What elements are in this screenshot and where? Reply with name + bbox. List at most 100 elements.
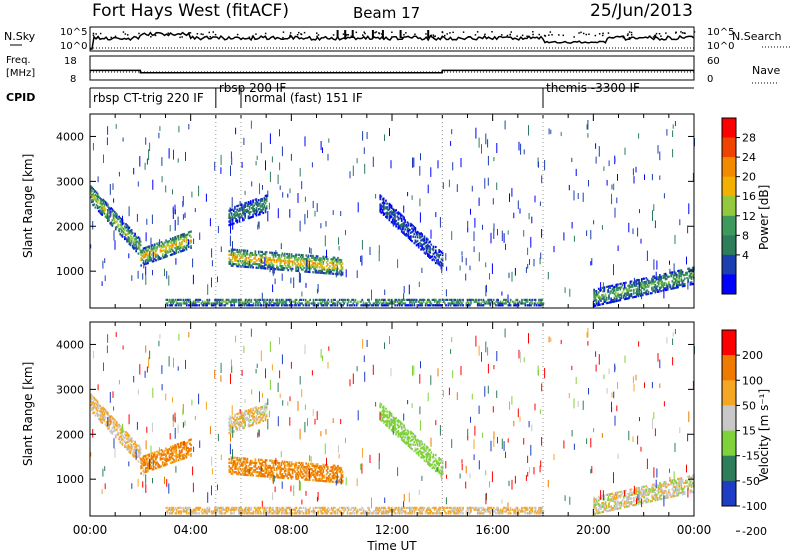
- nsky-point: [653, 35, 656, 37]
- power-cell: [182, 245, 184, 249]
- nsky-point: [378, 32, 381, 35]
- power-cell: [369, 302, 371, 305]
- velocity-cell: [147, 468, 149, 471]
- velocity-cell: [174, 445, 176, 449]
- velocity-cell: [91, 403, 93, 406]
- power-cell: [538, 304, 540, 307]
- power-cell: [599, 296, 601, 299]
- velocity-cell: [102, 406, 105, 409]
- power-cell: [243, 213, 245, 216]
- power-cell: [672, 281, 675, 284]
- power-cell: [636, 289, 639, 293]
- velocity-cell: [338, 466, 340, 469]
- power-cell: [605, 298, 608, 301]
- power-cell: [172, 298, 174, 301]
- power-cell: [129, 244, 132, 247]
- power-cell: [307, 254, 310, 257]
- power-cell: [126, 229, 128, 232]
- power-cell: [332, 302, 334, 305]
- power-cell: [420, 302, 422, 305]
- power-speckle: [501, 230, 503, 241]
- power-speckle: [541, 229, 543, 238]
- power-cell: [242, 260, 244, 263]
- power-cell: [282, 267, 285, 270]
- velocity-cell: [257, 471, 260, 474]
- power-cell: [128, 241, 131, 244]
- power-cell: [307, 270, 310, 273]
- power-cell: [368, 298, 370, 301]
- power-cell: [264, 202, 267, 205]
- velocity-cell: [111, 432, 114, 435]
- velocity-cell: [229, 431, 232, 434]
- power-speckle: [459, 265, 461, 271]
- velocity-cell: [314, 473, 317, 477]
- velocity-cell: [422, 456, 425, 459]
- power-cell: [311, 265, 313, 268]
- power-cell: [277, 302, 280, 305]
- power-cell: [332, 304, 334, 307]
- velocity-cell: [96, 415, 99, 418]
- velocity-cell: [268, 464, 270, 467]
- power-cell: [294, 298, 297, 301]
- power-cell: [147, 256, 149, 259]
- power-cell: [429, 256, 431, 259]
- power-cell: [688, 269, 691, 272]
- power-speckle: [136, 213, 138, 222]
- power-cell: [250, 300, 253, 303]
- velocity-cell: [168, 453, 171, 456]
- velocity-cell: [405, 442, 408, 445]
- power-cell: [191, 304, 194, 307]
- power-cell: [427, 254, 429, 257]
- power-cell: [284, 304, 287, 307]
- velocity-cell: [294, 466, 296, 470]
- velocity-cell: [420, 456, 422, 459]
- velocity-cell: [386, 415, 388, 419]
- power-cell: [603, 288, 606, 291]
- power-cell: [534, 302, 537, 305]
- power-cell: [676, 275, 678, 278]
- power-cell: [325, 304, 327, 307]
- power-cell: [214, 298, 216, 301]
- nsky-point: [289, 34, 291, 36]
- power-cell: [617, 299, 619, 302]
- velocity-cell: [102, 413, 105, 417]
- power-cell: [135, 235, 137, 238]
- power-cell: [616, 296, 618, 299]
- power-cell: [320, 259, 322, 262]
- velocity-cell: [243, 457, 245, 460]
- velocity-cell: [296, 477, 299, 480]
- velocity-cell: [430, 464, 433, 467]
- power-cell: [659, 288, 661, 291]
- power-cell: [250, 298, 253, 301]
- velocity-cell: [259, 419, 261, 422]
- power-cell: [261, 254, 263, 257]
- nsky-point: [425, 33, 427, 35]
- colorbar-swatch: [722, 215, 736, 236]
- power-speckle: [687, 280, 689, 290]
- power-cell: [312, 263, 314, 267]
- power-cell: [509, 298, 512, 301]
- velocity-cell: [243, 459, 245, 462]
- velocity-cell: [240, 457, 243, 460]
- power-cell: [504, 302, 506, 305]
- power-cell: [642, 286, 644, 289]
- power-cell: [242, 206, 244, 209]
- power-cell: [631, 285, 634, 288]
- power-cell: [174, 298, 177, 301]
- power-cell: [295, 266, 297, 269]
- power-cell: [176, 247, 179, 251]
- velocity-cell: [143, 464, 146, 467]
- velocity-cell: [407, 444, 410, 447]
- velocity-cell: [130, 446, 133, 449]
- power-cell: [242, 302, 245, 305]
- power-cell: [429, 255, 431, 258]
- velocity-cell: [271, 461, 274, 464]
- power-cell: [184, 298, 187, 301]
- power-cell: [406, 226, 409, 229]
- power-cell: [602, 297, 605, 300]
- velocity-cell: [341, 476, 344, 479]
- velocity-cell: [296, 467, 299, 470]
- velocity-cell: [246, 461, 249, 464]
- power-cell: [100, 207, 102, 210]
- power-speckle: [118, 171, 120, 177]
